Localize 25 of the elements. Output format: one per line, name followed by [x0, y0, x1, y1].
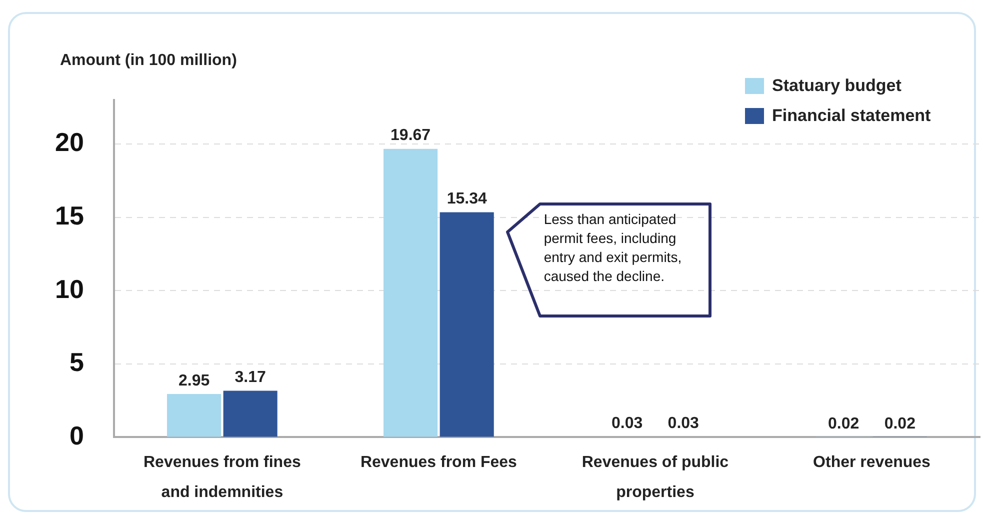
y-axis-title: Amount (in 100 million): [60, 52, 237, 70]
data-label: 2.95: [178, 372, 210, 390]
data-label: 3.17: [234, 369, 266, 386]
y-tick-label: 10: [55, 274, 84, 304]
x-tick-label: Other revenues: [813, 454, 931, 471]
legend-label: Statuary budget: [772, 76, 902, 96]
y-tick-label: 5: [69, 347, 84, 378]
data-label: 0.03: [668, 415, 700, 432]
x-tick-label: Revenues of public properties: [582, 454, 729, 502]
bar: [440, 212, 494, 437]
data-label: 19.67: [390, 127, 431, 144]
x-tick-label: Revenues from Fees: [360, 454, 518, 471]
bar: [167, 394, 222, 437]
legend-label: Financial statement: [772, 106, 931, 126]
bar: [384, 148, 438, 437]
data-label: 0.03: [612, 415, 643, 432]
x-tick-label: Revenues from fines and indemnities: [143, 454, 301, 502]
y-tick-label: 15: [55, 200, 84, 230]
y-tick-label: 0: [69, 420, 84, 450]
bar: [223, 390, 278, 437]
data-label: 0.02: [884, 415, 916, 432]
y-tick-label: 20: [55, 127, 84, 158]
data-label: 0.02: [828, 415, 860, 432]
data-label: 15.34: [446, 190, 487, 208]
annotation: Less than anticipated permit fees, including entry and exit permits, caused the decline.: [544, 210, 683, 286]
